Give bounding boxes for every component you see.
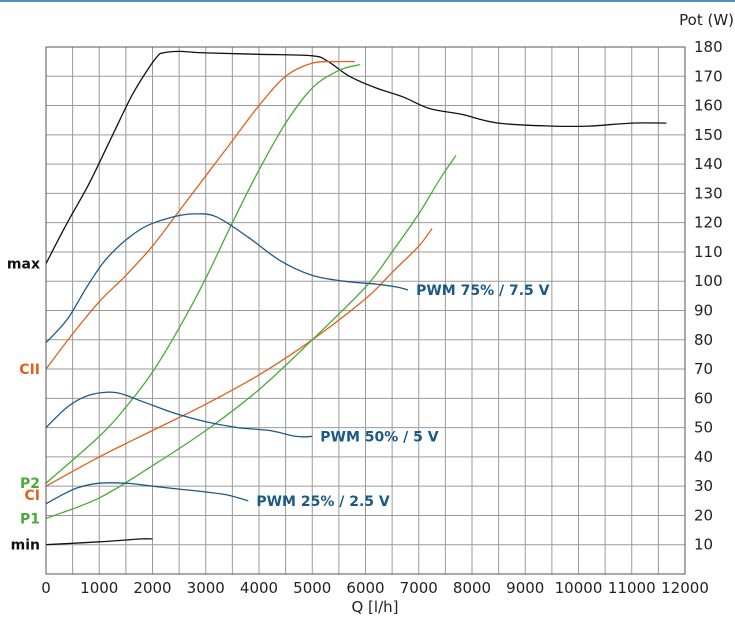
x-tick-label: 11000 [608, 579, 656, 597]
series-layer [45, 50, 667, 546]
x-axis-title: Q [l/h] [351, 598, 398, 616]
x-tick-label: 6000 [346, 579, 384, 597]
grid-lines [46, 47, 685, 574]
x-tick-label: 9000 [506, 579, 544, 597]
y-tick-label: 110 [694, 243, 723, 261]
x-tick-label: 1000 [80, 579, 118, 597]
series-line-CII [45, 60, 355, 370]
side-label: max [7, 257, 40, 273]
curve-label: PWM 75% / 7.5 V [416, 283, 550, 299]
y-tick-label: 160 [694, 97, 723, 115]
side-label: P1 [20, 511, 40, 527]
side-label: CII [19, 362, 40, 378]
y-tick-label: 170 [694, 67, 723, 85]
y-tick-label: 60 [694, 389, 713, 407]
x-tick-label: 3000 [187, 579, 225, 597]
y-tick-label: 50 [694, 419, 713, 437]
x-tick-label: 10000 [555, 579, 603, 597]
y-tick-label: 40 [694, 448, 713, 466]
y-tick-label: 30 [694, 477, 713, 495]
y-tick-label: 20 [694, 506, 713, 524]
series-line-PWM25 [45, 482, 249, 505]
y-tick-label: 180 [694, 38, 723, 56]
y-tick-label: 90 [694, 302, 713, 320]
curve-labels: PWM 75% / 7.5 V PWM 50% / 5 V PWM 25% / 2.… [256, 283, 549, 510]
curve-label: PWM 50% / 5 V [320, 429, 438, 445]
curve-label: PWM 25% / 2.5 V [256, 494, 390, 510]
x-tick-label: 5000 [293, 579, 331, 597]
y-tick-label: 130 [694, 184, 723, 202]
series-line-min [45, 538, 153, 546]
y-tick-label: 10 [694, 536, 713, 554]
x-tick-label: 8000 [453, 579, 491, 597]
series-line-CI [45, 228, 433, 487]
x-tick-label: 12000 [661, 579, 709, 597]
y-tick-labels: 10 20 30 40 50 60 70 80 90 100 110 120 130 140 150 160 1… [694, 38, 723, 554]
series-line-PWM50 [45, 391, 313, 438]
series-line-PWM75 [45, 213, 409, 344]
side-label: min [11, 538, 40, 554]
plot-frame [45, 46, 686, 575]
x-tick-label: 2000 [133, 579, 171, 597]
side-label: P2 [20, 476, 40, 492]
y-axis-title: Pot (W) [679, 11, 734, 29]
x-tick-label: 7000 [400, 579, 438, 597]
series-line-P1 [45, 154, 457, 520]
series-line-max [45, 50, 667, 264]
top-border-line [0, 0, 735, 2]
side-label: CI [25, 488, 40, 504]
x-tick-label: 4000 [240, 579, 278, 597]
y-tick-label: 150 [694, 126, 723, 144]
x-tick-label: 0 [41, 579, 51, 597]
y-tick-label: 140 [694, 155, 723, 173]
series-line-P2 [45, 63, 361, 484]
y-tick-label: 70 [694, 360, 713, 378]
y-tick-label: 120 [694, 214, 723, 232]
y-tick-label: 80 [694, 331, 713, 349]
y-tick-label: 100 [694, 272, 723, 290]
x-tick-labels: 0 1000 2000 3000 4000 5000 6000 7000 8000 9000 100… [41, 579, 709, 597]
